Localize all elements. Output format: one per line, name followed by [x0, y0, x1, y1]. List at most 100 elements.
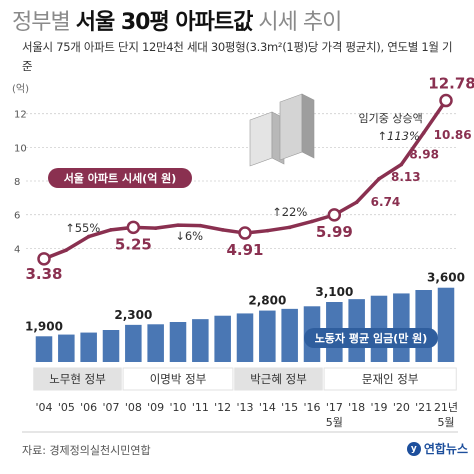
price-point — [421, 131, 426, 135]
building-illustration-icon — [301, 93, 315, 159]
price-point — [377, 177, 381, 181]
x-tick-label: '05 — [58, 401, 75, 414]
price-data-label: 10.86 — [434, 128, 472, 142]
publisher-logo: y 연합뉴스 — [406, 440, 468, 457]
price-point — [86, 234, 91, 239]
source-note: 자료: 경제정의실천시민연합 — [22, 444, 151, 457]
x-tick-label: '04 — [35, 401, 52, 414]
wage-bar — [169, 322, 187, 362]
x-tick-label: '19 — [370, 401, 387, 414]
x-tick-label: 21년 — [434, 401, 458, 414]
price-point — [354, 200, 359, 205]
wage-bar — [236, 313, 254, 362]
price-point-marker — [37, 252, 51, 266]
wage-bar — [214, 315, 231, 362]
x-tick-label-sub: 5월 — [326, 416, 343, 429]
x-tick-label: '20 — [393, 401, 410, 414]
government-label: 노무현 정부 — [49, 372, 106, 386]
wage-legend-label: 노동자 평균 임금(만 원) — [315, 331, 428, 345]
x-tick-label: '17 — [326, 401, 343, 414]
y-tick-label: 12 — [14, 110, 27, 121]
government-band — [33, 367, 122, 391]
price-data-label: 5.25 — [115, 235, 152, 253]
y-tick-label: 4 — [14, 244, 20, 255]
government-band — [234, 367, 323, 391]
title-suffix: 시세 추이 — [258, 10, 342, 35]
price-point — [153, 226, 158, 230]
y-tick-label: 6 — [14, 211, 20, 222]
x-tick-label: '21 — [415, 401, 432, 414]
price-point-marker — [238, 226, 252, 240]
price-point-marker — [439, 93, 453, 108]
wage-data-label: 3,600 — [427, 271, 465, 285]
price-point — [109, 228, 113, 232]
x-tick-label: '06 — [80, 401, 97, 414]
wage-bar — [80, 332, 97, 362]
wage-data-label: 2,800 — [248, 294, 286, 308]
title-prefix: 정부별 — [12, 10, 71, 35]
price-data-label: 3.38 — [25, 265, 62, 283]
price-data-label: 6.74 — [371, 195, 401, 209]
government-label: 박근혜 정부 — [250, 372, 307, 386]
price-data-label: 4.91 — [226, 241, 263, 259]
x-tick-label: '18 — [348, 401, 365, 414]
price-point — [220, 228, 225, 232]
wage-bar — [259, 310, 276, 362]
price-data-label: 8.13 — [391, 170, 421, 184]
title-main: 서울 30평 아파트값 — [75, 10, 254, 35]
wage-bar — [125, 324, 142, 362]
price-legend-box — [48, 168, 192, 188]
wage-bar — [415, 290, 432, 362]
price-point — [310, 219, 314, 224]
change-annotation: ↑55% — [65, 221, 100, 235]
y-tick-label: 8 — [14, 177, 20, 188]
price-point — [399, 162, 404, 167]
price-point — [176, 223, 180, 227]
x-tick-label: '15 — [281, 401, 298, 414]
price-point — [198, 223, 203, 228]
wage-bar — [35, 336, 53, 362]
wage-data-label: 1,900 — [25, 319, 63, 333]
x-tick-label: '08 — [125, 401, 142, 414]
logo-text: 연합뉴스 — [423, 442, 468, 456]
x-tick-label: '11 — [192, 401, 209, 414]
change-annotation: 임기중 상승액 — [359, 112, 423, 125]
x-tick-label: '09 — [147, 401, 164, 414]
y-tick-label: 10 — [14, 143, 27, 154]
price-point — [265, 228, 270, 233]
government-band — [323, 367, 457, 391]
chart-subtitle: 서울시 75개 아파트 단지 12만4천 세대 30평형(3.3m²(1평)당 … — [22, 40, 453, 73]
wage-bar — [102, 330, 120, 362]
chart-title: 정부별 서울 30평 아파트값 시세 추이 — [12, 4, 342, 36]
wage-bar — [147, 324, 164, 362]
price-legend-label: 서울 아파트 시세(억 원) — [64, 171, 177, 185]
government-band — [122, 367, 234, 391]
x-tick-label: '12 — [214, 401, 231, 414]
wage-bar — [281, 308, 298, 362]
x-tick-label: '14 — [259, 401, 276, 414]
change-annotation: ↑22% — [272, 205, 307, 219]
y-axis-unit: (억) — [12, 83, 29, 95]
price-point-marker — [126, 220, 141, 235]
price-data-label: 5.99 — [316, 223, 353, 241]
price-point-marker — [327, 208, 342, 222]
wage-bar — [437, 287, 455, 362]
price-data-label: 12.78 — [428, 75, 474, 93]
government-label: 문재인 정부 — [362, 372, 419, 386]
x-tick-label: '16 — [303, 401, 320, 414]
building-illustration-icon — [279, 93, 303, 161]
wage-data-label: 2,300 — [114, 308, 152, 322]
wage-bar — [393, 293, 410, 362]
wage-bar — [58, 334, 75, 362]
x-tick-label: '10 — [169, 401, 186, 414]
government-label: 이명박 정부 — [150, 372, 207, 386]
price-point — [287, 225, 292, 230]
price-data-label: 8.98 — [409, 148, 439, 162]
wage-data-label: 3,100 — [315, 285, 353, 299]
x-tick-label: '13 — [236, 401, 253, 414]
building-illustration-icon — [249, 111, 273, 167]
logo-mark-icon: y — [406, 441, 421, 456]
x-tick-label-sub: 5월 — [437, 416, 454, 429]
wage-legend-box — [304, 328, 438, 348]
